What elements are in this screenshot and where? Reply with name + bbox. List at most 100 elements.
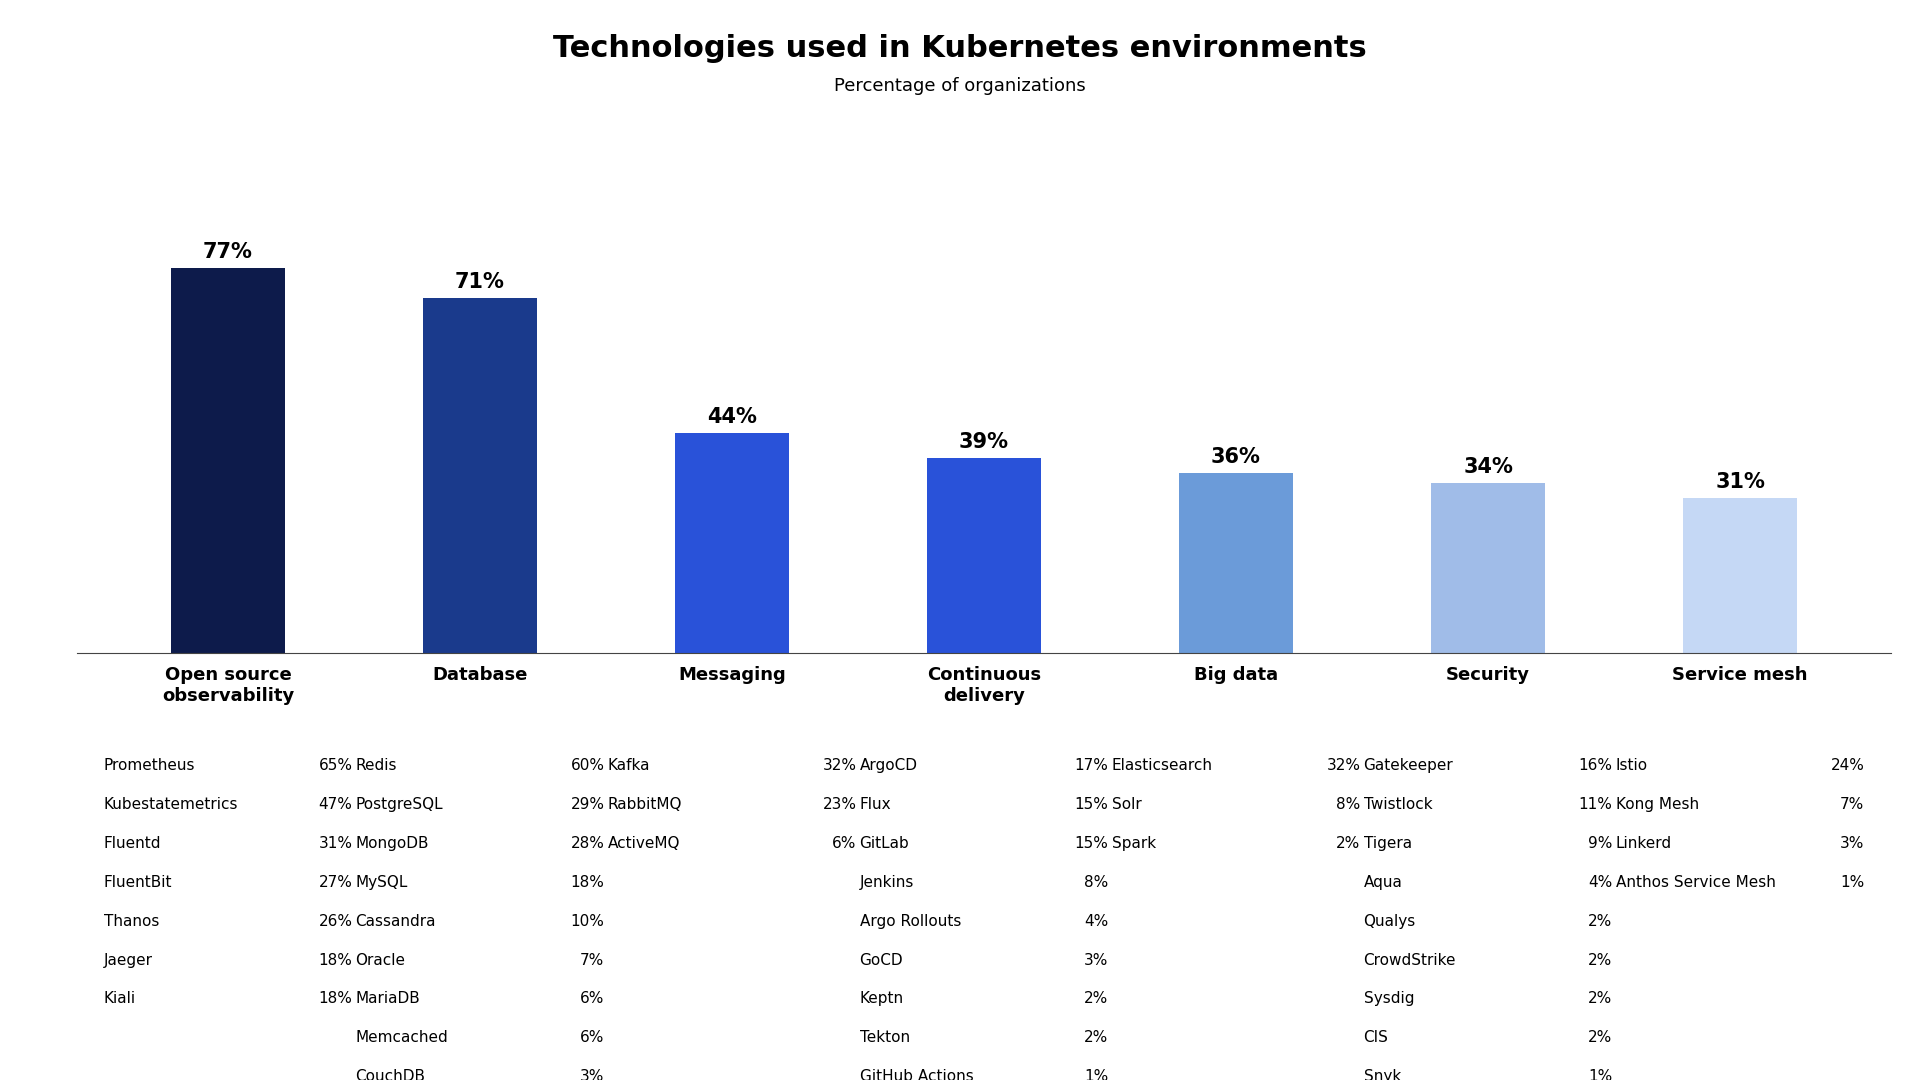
Text: Continuous
delivery: Continuous delivery <box>927 666 1041 705</box>
Text: 3%: 3% <box>1839 836 1864 851</box>
Text: Thanos: Thanos <box>104 914 159 929</box>
Text: 8%: 8% <box>1085 875 1108 890</box>
Text: 18%: 18% <box>319 953 353 968</box>
Text: Fluentd: Fluentd <box>104 836 161 851</box>
Text: Tigera: Tigera <box>1363 836 1411 851</box>
Text: 1%: 1% <box>1839 875 1864 890</box>
Text: 24%: 24% <box>1830 758 1864 773</box>
Text: 10%: 10% <box>570 914 605 929</box>
Text: 2%: 2% <box>1588 1030 1613 1045</box>
Text: Linkerd: Linkerd <box>1615 836 1672 851</box>
Text: 2%: 2% <box>1336 836 1361 851</box>
Text: Gatekeeper: Gatekeeper <box>1363 758 1453 773</box>
Text: Jenkins: Jenkins <box>860 875 914 890</box>
Text: 15%: 15% <box>1075 836 1108 851</box>
Text: 71%: 71% <box>455 272 505 292</box>
Text: 44%: 44% <box>707 407 756 427</box>
Text: Spark: Spark <box>1112 836 1156 851</box>
Text: GitLab: GitLab <box>860 836 910 851</box>
Text: 1%: 1% <box>1588 1069 1613 1080</box>
Text: Database: Database <box>432 666 528 685</box>
Text: Technologies used in Kubernetes environments: Technologies used in Kubernetes environm… <box>553 35 1367 63</box>
Bar <box>171 268 284 653</box>
Text: 6%: 6% <box>580 991 605 1007</box>
Text: Oracle: Oracle <box>355 953 405 968</box>
Text: Aqua: Aqua <box>1363 875 1402 890</box>
Text: Redis: Redis <box>355 758 397 773</box>
Text: Messaging: Messaging <box>678 666 785 685</box>
Text: 18%: 18% <box>570 875 605 890</box>
Text: 16%: 16% <box>1578 758 1613 773</box>
Text: 15%: 15% <box>1075 797 1108 812</box>
Text: ArgoCD: ArgoCD <box>860 758 918 773</box>
Text: 11%: 11% <box>1578 797 1613 812</box>
Text: 31%: 31% <box>319 836 353 851</box>
Text: Cassandra: Cassandra <box>355 914 436 929</box>
Text: MongoDB: MongoDB <box>355 836 428 851</box>
Text: 18%: 18% <box>319 991 353 1007</box>
Text: Jaeger: Jaeger <box>104 953 152 968</box>
Text: 31%: 31% <box>1715 472 1764 492</box>
Text: 6%: 6% <box>831 836 856 851</box>
Text: MySQL: MySQL <box>355 875 407 890</box>
Text: Service mesh: Service mesh <box>1672 666 1809 685</box>
Text: Big data: Big data <box>1194 666 1279 685</box>
Bar <box>1430 483 1546 653</box>
Text: 6%: 6% <box>580 1030 605 1045</box>
Text: MariaDB: MariaDB <box>355 991 420 1007</box>
Text: Percentage of organizations: Percentage of organizations <box>833 78 1087 95</box>
Text: Kong Mesh: Kong Mesh <box>1615 797 1699 812</box>
Text: Prometheus: Prometheus <box>104 758 196 773</box>
Text: 47%: 47% <box>319 797 353 812</box>
Bar <box>676 433 789 653</box>
Text: 2%: 2% <box>1588 914 1613 929</box>
Text: 27%: 27% <box>319 875 353 890</box>
Text: 4%: 4% <box>1588 875 1613 890</box>
Text: GoCD: GoCD <box>860 953 902 968</box>
Text: 2%: 2% <box>1588 953 1613 968</box>
Text: 28%: 28% <box>570 836 605 851</box>
Text: 4%: 4% <box>1085 914 1108 929</box>
Bar <box>1684 498 1797 653</box>
Text: 34%: 34% <box>1463 457 1513 477</box>
Text: FluentBit: FluentBit <box>104 875 173 890</box>
Text: 3%: 3% <box>580 1069 605 1080</box>
Text: 2%: 2% <box>1085 991 1108 1007</box>
Text: 7%: 7% <box>580 953 605 968</box>
Text: Kubestatemetrics: Kubestatemetrics <box>104 797 238 812</box>
Text: Flux: Flux <box>860 797 891 812</box>
Text: 26%: 26% <box>319 914 353 929</box>
Text: 17%: 17% <box>1075 758 1108 773</box>
Text: Security: Security <box>1446 666 1530 685</box>
Text: Memcached: Memcached <box>355 1030 449 1045</box>
Text: Istio: Istio <box>1615 758 1647 773</box>
Text: GitHub Actions: GitHub Actions <box>860 1069 973 1080</box>
Text: Open source
observability: Open source observability <box>161 666 294 705</box>
Text: 36%: 36% <box>1212 447 1261 467</box>
Text: Argo Rollouts: Argo Rollouts <box>860 914 960 929</box>
Text: CIS: CIS <box>1363 1030 1388 1045</box>
Bar <box>422 298 538 653</box>
Text: RabbitMQ: RabbitMQ <box>607 797 682 812</box>
Bar <box>1179 473 1292 653</box>
Text: Kafka: Kafka <box>607 758 651 773</box>
Text: 3%: 3% <box>1085 953 1108 968</box>
Text: 7%: 7% <box>1839 797 1864 812</box>
Text: Twistlock: Twistlock <box>1363 797 1432 812</box>
Text: Qualys: Qualys <box>1363 914 1415 929</box>
Text: Solr: Solr <box>1112 797 1140 812</box>
Text: CrowdStrike: CrowdStrike <box>1363 953 1455 968</box>
Text: Snyk: Snyk <box>1363 1069 1402 1080</box>
Text: 8%: 8% <box>1336 797 1361 812</box>
Text: 2%: 2% <box>1085 1030 1108 1045</box>
Text: 1%: 1% <box>1085 1069 1108 1080</box>
Text: Keptn: Keptn <box>860 991 904 1007</box>
Text: 60%: 60% <box>570 758 605 773</box>
Text: Kiali: Kiali <box>104 991 136 1007</box>
Text: 32%: 32% <box>822 758 856 773</box>
Text: 32%: 32% <box>1327 758 1361 773</box>
Text: Anthos Service Mesh: Anthos Service Mesh <box>1615 875 1776 890</box>
Text: 23%: 23% <box>822 797 856 812</box>
Text: 29%: 29% <box>570 797 605 812</box>
Text: CouchDB: CouchDB <box>355 1069 426 1080</box>
